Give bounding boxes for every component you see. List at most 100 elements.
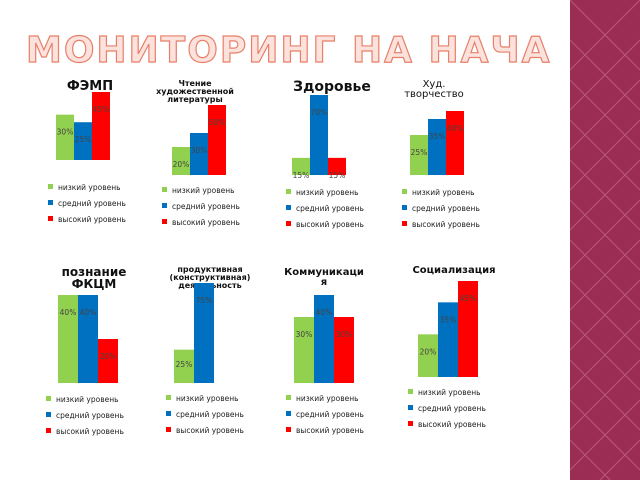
data-label: 20% (420, 347, 437, 356)
legend-swatch (46, 412, 51, 417)
bar-mid (190, 133, 208, 175)
legend-swatch (46, 396, 51, 401)
data-label: 40% (80, 308, 97, 317)
legend-label: низкий уровень (412, 188, 475, 197)
legend-swatch (402, 205, 407, 210)
chart-legend: низкий уровень средний уровень высокий уро… (286, 394, 364, 442)
legend-label: низкий уровень (176, 394, 239, 403)
legend-entry: средний уровень (162, 202, 240, 218)
bar-mid (78, 295, 98, 383)
data-label: 35% (429, 132, 446, 141)
legend-label: средний уровень (296, 410, 364, 419)
legend-label: низкий уровень (418, 388, 481, 397)
decorative-side-panel (570, 0, 640, 480)
chart-title: ФЭМП (66, 79, 114, 94)
data-label: 15% (329, 171, 346, 180)
legend-swatch (286, 427, 291, 432)
legend-entry: высокий уровень (286, 220, 364, 236)
data-label: 20% (100, 352, 117, 361)
data-label: 70% (311, 108, 328, 117)
legend-label: низкий уровень (296, 188, 359, 197)
data-label: 25% (411, 148, 428, 157)
data-label: 75% (196, 296, 213, 305)
bar-mid (314, 295, 334, 383)
legend-label: средний уровень (412, 204, 480, 213)
legend-entry: низкий уровень (286, 394, 364, 410)
chart-legend: низкий уровень средний уровень высокий уро… (162, 186, 240, 234)
bar-mid (438, 302, 458, 377)
legend-swatch (162, 219, 167, 224)
bar-low (410, 135, 428, 175)
page-title-outline: МОНИТОРИНГ НА НАЧАЛО ГОДА (26, 30, 552, 71)
legend-label: средний уровень (418, 404, 486, 413)
legend-label: средний уровень (172, 202, 240, 211)
data-label: 30% (336, 330, 353, 339)
legend-entry: низкий уровень (408, 388, 486, 404)
bar-low (174, 349, 194, 383)
legend-swatch (162, 203, 167, 208)
chart-title: Здоровье (293, 79, 371, 95)
chart-title: Социализация (412, 265, 496, 276)
legend-entry: высокий уровень (286, 426, 364, 442)
chart-title: Чтение художественной литературы (156, 79, 234, 104)
data-label: 15% (293, 171, 310, 180)
chart-legend: низкий уровень средний уровень высокий уро… (46, 395, 124, 443)
legend-label: высокий уровень (412, 220, 480, 229)
data-label: 30% (296, 330, 313, 339)
legend-entry: средний уровень (46, 411, 124, 427)
data-label: 25% (176, 360, 193, 369)
legend-swatch (48, 216, 53, 221)
data-label: 30% (191, 146, 208, 155)
legend-swatch (286, 411, 291, 416)
chart-legend: низкий уровень средний уровень высокий уро… (48, 183, 126, 231)
legend-entry: высокий уровень (408, 420, 486, 436)
legend-entry: низкий уровень (166, 394, 244, 410)
bar-low (294, 317, 314, 383)
legend-swatch (408, 389, 413, 394)
legend-label: средний уровень (176, 410, 244, 419)
legend-label: высокий уровень (172, 218, 240, 227)
legend-label: высокий уровень (176, 426, 244, 435)
legend-entry: средний уровень (408, 404, 486, 420)
legend-label: высокий уровень (56, 427, 124, 436)
legend-entry: средний уровень (286, 204, 364, 220)
legend-label: низкий уровень (172, 186, 235, 195)
bar-low (58, 295, 78, 383)
page-title-fill: МОНИТОРИНГ НА НАЧАЛО ГОДА (26, 30, 552, 71)
legend-swatch (408, 405, 413, 410)
data-label: 45% (93, 105, 110, 114)
legend-label: средний уровень (58, 199, 126, 208)
legend-entry: низкий уровень (162, 186, 240, 202)
data-label: 40% (447, 124, 464, 133)
legend-swatch (166, 395, 171, 400)
data-label: 35% (440, 315, 457, 324)
bar-low (172, 147, 190, 175)
bar-low (56, 114, 74, 160)
legend-swatch (46, 428, 51, 433)
chart-legend: низкий уровень средний уровень высокий уро… (286, 188, 364, 236)
bar-high (334, 317, 354, 383)
legend-label: средний уровень (56, 411, 124, 420)
legend-swatch (402, 221, 407, 226)
legend-entry: высокий уровень (162, 218, 240, 234)
legend-swatch (48, 200, 53, 205)
page-title: МОНИТОРИНГ НА НАЧАЛО ГОДА МОНИТОРИНГ НА … (25, 29, 552, 71)
legend-swatch (286, 189, 291, 194)
bar-low (418, 334, 438, 377)
bar-high (328, 157, 346, 175)
bar-mid (428, 119, 446, 175)
bar-mid (74, 122, 92, 160)
legend-entry: средний уровень (286, 410, 364, 426)
bar-mid (194, 283, 214, 383)
legend-label: высокий уровень (296, 426, 364, 435)
legend-swatch (286, 205, 291, 210)
chart-legend: низкий уровень средний уровень высокий уро… (402, 188, 480, 236)
legend-label: низкий уровень (58, 183, 121, 192)
chart-title: Коммуникация (284, 267, 364, 288)
legend-label: высокий уровень (58, 215, 126, 224)
bar-high (458, 281, 478, 377)
legend-label: низкий уровень (56, 395, 119, 404)
data-label: 40% (60, 308, 77, 317)
bar-mid (310, 95, 328, 175)
legend-swatch (166, 411, 171, 416)
